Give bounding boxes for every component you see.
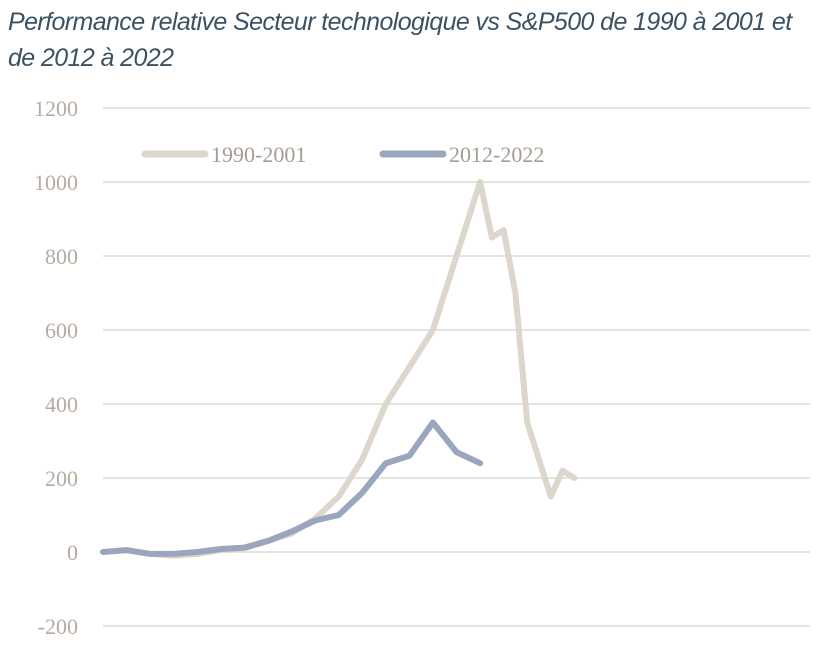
- y-tick-label: 0: [67, 540, 78, 565]
- series-line-1990-2001: [100, 179, 578, 559]
- y-tick-label: 400: [45, 392, 78, 417]
- y-tick-label: 200: [45, 466, 78, 491]
- y-tick-label: -200: [38, 614, 78, 639]
- gridlines: [103, 107, 810, 627]
- series-lines: [100, 179, 578, 559]
- legend: 1990-2001 2012-2022: [141, 142, 544, 167]
- chart-title: Performance relative Secteur technologiq…: [8, 8, 792, 72]
- series-line-2012-2022: [100, 419, 484, 557]
- legend-label: 1990-2001: [211, 142, 306, 167]
- legend-label: 2012-2022: [449, 142, 544, 167]
- y-tick-label: 1000: [34, 170, 78, 195]
- y-tick-label: 1200: [34, 96, 78, 121]
- y-tick-label: 600: [45, 318, 78, 343]
- y-axis-tick-labels: -200 0 200 400 600 800 1000 1200: [34, 96, 78, 639]
- y-tick-label: 800: [45, 244, 78, 269]
